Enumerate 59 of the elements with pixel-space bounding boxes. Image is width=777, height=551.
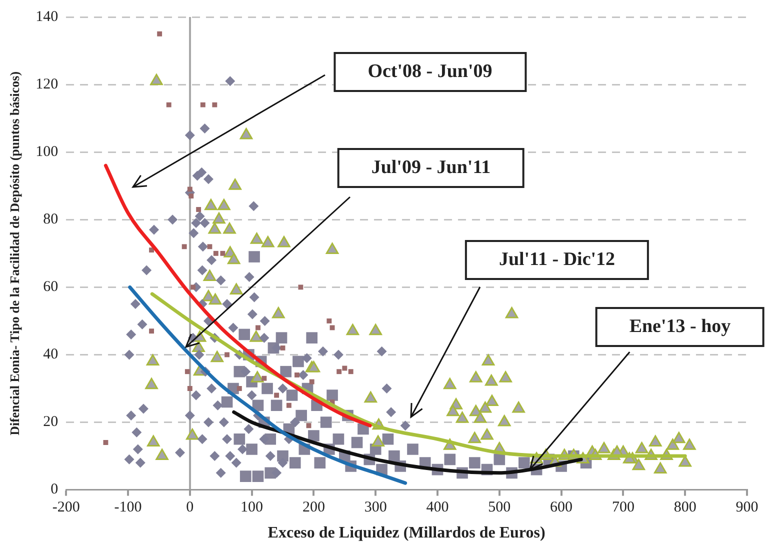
x-tick-label: 500 <box>488 500 511 516</box>
point <box>294 372 300 378</box>
y-tick-label: 60 <box>43 279 58 296</box>
y-tick-label: 40 <box>43 346 58 363</box>
point <box>213 250 218 256</box>
point <box>187 186 192 192</box>
point <box>342 366 348 371</box>
x-tick-label: 700 <box>612 500 634 516</box>
x-axis-title: Exceso de Liquidez (Millardos de Euros) <box>268 524 546 542</box>
point <box>298 284 304 290</box>
point <box>262 376 267 381</box>
y-tick-label: 120 <box>36 76 58 92</box>
point <box>220 250 226 256</box>
text-box: Jul'11 - Dic'12 <box>464 240 650 280</box>
point <box>348 369 354 374</box>
point <box>182 244 187 250</box>
point <box>190 284 196 290</box>
point <box>256 325 260 330</box>
point <box>212 102 218 108</box>
y-tick-label: 0 <box>50 482 58 498</box>
point <box>166 102 172 108</box>
point <box>336 369 342 374</box>
y-tick-label: 100 <box>36 144 58 160</box>
x-tick-label: 100 <box>240 500 264 516</box>
point <box>187 386 192 391</box>
y-tick-label: 80 <box>43 212 58 228</box>
point <box>280 345 286 350</box>
line-series <box>128 285 408 485</box>
point <box>149 328 154 334</box>
text-box: Jul'09 - Jun'11 <box>337 148 525 188</box>
x-tick-label: 900 <box>736 500 758 516</box>
text-box: Ene'13 - hoy <box>595 307 765 347</box>
x-tick-label: -200 <box>52 500 80 516</box>
point <box>157 31 162 36</box>
point <box>224 352 230 358</box>
point <box>306 423 312 428</box>
text-box: Oct'08 - Jun'09 <box>334 52 526 92</box>
x-tick-label: 400 <box>426 500 449 516</box>
x-tick-label: 300 <box>364 500 387 516</box>
line-series <box>104 164 372 428</box>
x-tick-label: 0 <box>186 500 194 516</box>
x-tick-label: 200 <box>302 500 325 516</box>
x-tick-label: -100 <box>114 500 142 516</box>
point <box>236 386 242 391</box>
point <box>207 244 212 250</box>
y-axis-title: Difencial Eonia- Tipo de la Facilidad de Depósito (puntos básicos) <box>7 71 22 436</box>
point <box>286 402 292 408</box>
y-tick-label: 140 <box>36 8 58 25</box>
point <box>274 392 280 398</box>
point <box>330 325 335 330</box>
y-tick-label: 20 <box>43 414 58 430</box>
x-tick-label: 600 <box>550 500 573 516</box>
point <box>326 318 332 324</box>
point <box>184 369 190 374</box>
point <box>103 440 108 445</box>
x-tick-label: 800 <box>674 500 696 516</box>
point <box>309 379 314 384</box>
point <box>200 102 206 108</box>
point <box>196 207 202 212</box>
